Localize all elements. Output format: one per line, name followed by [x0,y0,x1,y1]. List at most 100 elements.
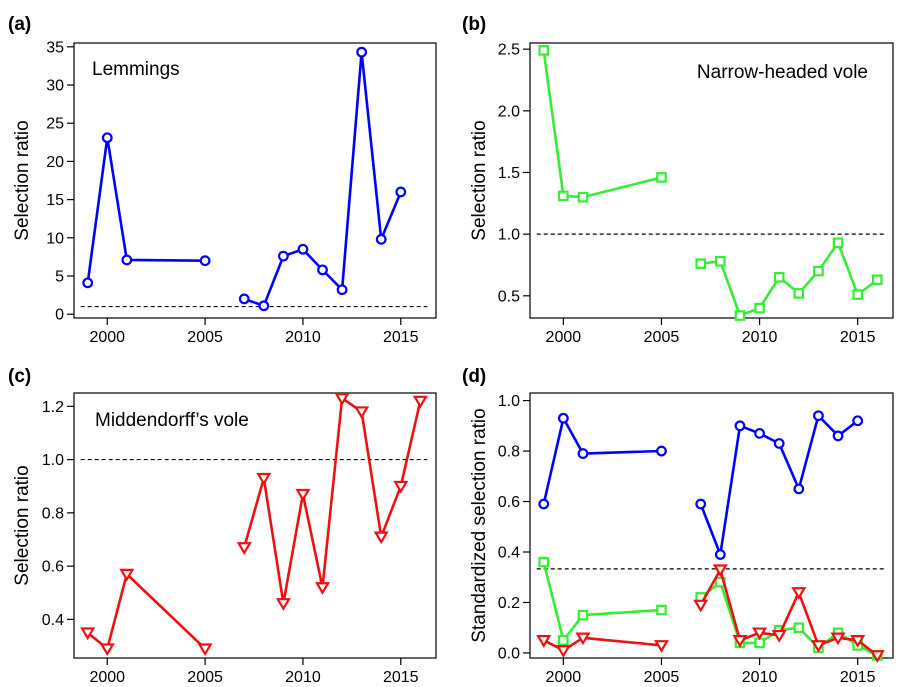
y-tick-label: 15 [46,192,64,209]
series-line [700,241,879,317]
data-point-triangle [653,640,669,653]
y-tick-label: 0.8 [42,505,64,522]
x-tick-label: 2000 [546,669,582,686]
data-point-circle [336,284,348,296]
species-label: Lemmings [92,59,180,80]
y-tick-label: 2.5 [498,42,520,59]
data-point-square [715,255,726,267]
data-point-circle [656,445,667,457]
data-point-circle [317,264,328,276]
data-point-triangle [354,406,370,420]
y-tick-label: 5 [55,268,64,285]
x-tick-label: 2005 [187,669,223,686]
data-point-square [656,172,667,183]
data-point-circle [121,254,133,266]
series-square [538,556,883,661]
y-tick-label: 1.2 [42,399,64,416]
x-tick-label: 2010 [285,329,321,346]
y-tick-label: 0.6 [42,559,64,576]
data-point-square [558,635,569,646]
panel-a: (a) 0 5 10 15 20 25 30 35 2000 2005 2010 2015 Selecti… [8,14,437,346]
data-point-square [734,310,746,321]
data-point-square [538,45,550,56]
series-line [86,572,206,651]
data-point-triangle [712,564,728,578]
data-point-circle [356,46,368,58]
series-line [542,416,662,505]
y-tick-label: 0.5 [498,288,520,305]
data-point-circle [793,483,805,495]
x-tick-label: 2000 [546,329,582,346]
species-label: Middendorff’s vole [95,410,249,431]
data-point-circle [238,293,250,305]
data-point-circle [557,412,569,424]
x-tick-label: 2010 [742,669,778,686]
data-point-square [813,265,824,277]
data-point-square [793,288,805,299]
panel-b: (b) 0.5 1.0 1.5 2.0 2.5 2000 2005 2010 2015 Select… [462,14,894,346]
series-triangle-down [80,393,428,657]
panel-letter: (d) [462,366,486,387]
series-line [699,568,879,657]
x-tick-label: 2000 [89,669,125,686]
y-tick-label: 1.0 [498,393,520,410]
plot-frame [73,392,437,659]
y-tick-label: 0 [55,307,64,324]
panel-letter: (a) [8,14,31,35]
x-tick-label: 2010 [742,329,778,346]
data-point-triangle [314,582,331,595]
data-point-triangle [373,531,389,545]
data-point-triangle [99,643,115,657]
data-point-triangle [197,643,213,657]
plot-frame [73,42,437,319]
x-tick-label: 2015 [383,329,419,346]
panel-c: (c) 0.4 0.6 0.8 1.0 1.2 2000 2005 2010 2015 Select… [8,366,437,686]
data-point-circle [754,427,765,439]
y-tick-label: 20 [46,154,64,171]
x-tick-label: 2005 [644,329,680,346]
data-point-circle [852,415,864,427]
data-point-triangle [412,395,428,409]
y-tick-label: 0.4 [42,612,64,629]
y-axis-label: Selection ratio [12,120,33,240]
data-point-triangle [536,635,552,648]
data-point-triangle [752,627,768,641]
panel-letter: (b) [462,14,486,35]
data-point-triangle [236,542,252,555]
y-tick-label: 1.0 [42,452,64,469]
data-point-circle [734,420,746,432]
data-point-square [695,258,707,270]
data-point-circle [773,438,785,449]
series-line [242,396,422,605]
data-point-triangle [575,632,591,646]
y-tick-label: 1.5 [498,165,520,182]
y-tick-label: 0.0 [498,645,520,662]
plot-frame [529,42,894,319]
series-circle [538,410,864,560]
data-point-triangle [830,632,846,646]
data-point-square [558,190,569,202]
data-point-triangle [771,629,787,643]
panel-letter: (c) [8,366,31,387]
data-point-triangle [850,635,866,648]
data-point-triangle [732,635,748,648]
series-triangle-down [536,564,885,663]
data-point-triangle [393,480,409,494]
y-tick-label: 2.0 [498,103,520,120]
y-tick-label: 10 [46,230,64,247]
data-point-circle [297,243,309,255]
x-tick-label: 2005 [187,329,223,346]
data-point-circle [82,277,94,289]
data-point-triangle [80,627,96,641]
data-point-square [832,237,844,249]
data-point-triangle [869,650,885,663]
panel-d: (d) 0.0 0.2 0.4 0.6 0.8 1.0 2000 2005 2010 2015 Sta… [462,366,894,686]
data-point-square [773,272,785,283]
data-point-circle [832,430,844,442]
x-tick-label: 2015 [383,669,419,686]
data-point-square [754,302,765,314]
x-tick-label: 2010 [285,669,321,686]
data-point-square [793,622,805,634]
data-point-circle [101,132,113,144]
data-point-square [872,274,883,286]
